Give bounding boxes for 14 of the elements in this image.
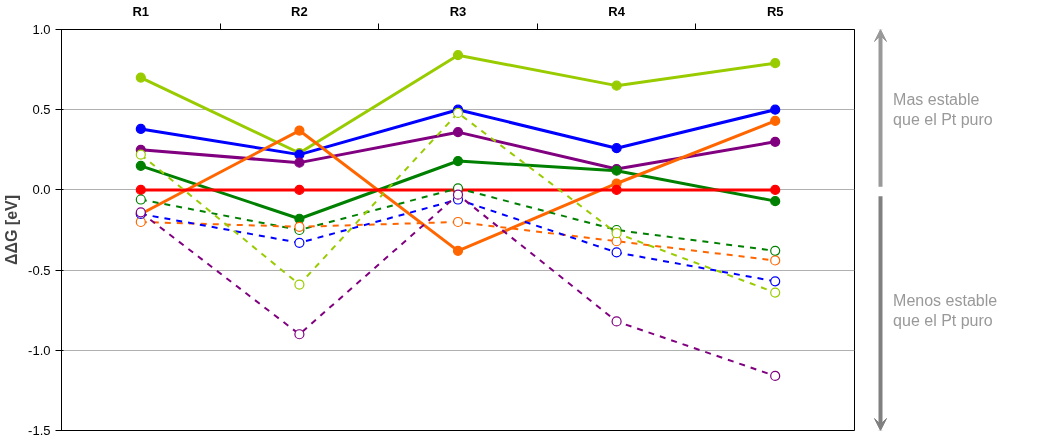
y-tick-label: -1.0 — [28, 342, 51, 358]
y-tick-label: -0.5 — [28, 262, 51, 278]
x-tick-label: R2 — [291, 3, 308, 19]
y-tick-label: 0.0 — [32, 182, 51, 198]
x-tick-label: R5 — [766, 3, 784, 19]
y-axis-title: ΔΔG [eV] — [3, 194, 21, 266]
y-tick-label: -1.5 — [28, 423, 51, 438]
y-tick-label: 1.0 — [32, 22, 51, 37]
y-tick-label: 0.5 — [32, 102, 51, 118]
text: Mas estable que el Pt puro — [893, 91, 993, 129]
x-tick-label: R1 — [132, 3, 150, 19]
x-tick-label: R4 — [608, 3, 626, 19]
text: Menos estable que el Pt puro — [893, 291, 998, 329]
x-tick-label: R3 — [449, 3, 467, 19]
